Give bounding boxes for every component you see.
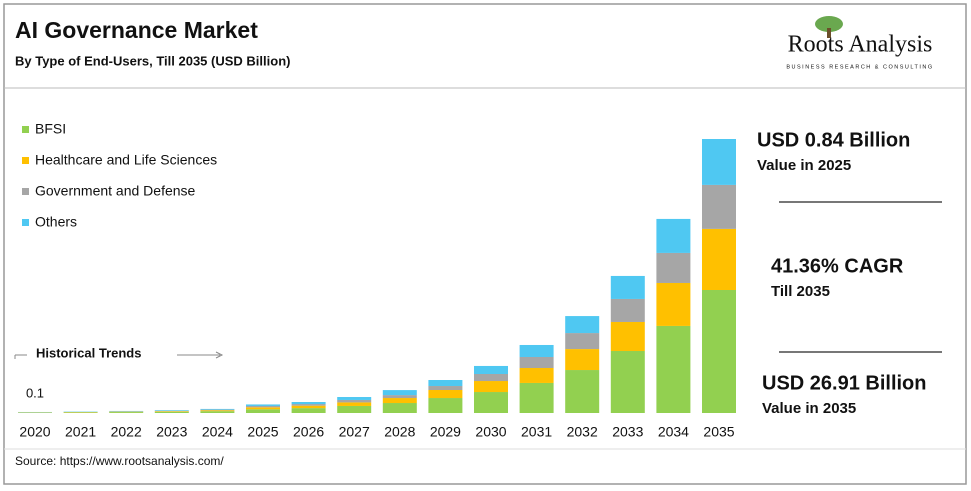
- legend-label: BFSI: [35, 121, 66, 137]
- data-label: 0.1: [26, 385, 44, 400]
- logo-trunk: [827, 28, 831, 38]
- bar-segment: [154, 411, 189, 412]
- x-tick-label: 2024: [202, 424, 233, 440]
- legend-swatch: [22, 157, 29, 164]
- bar-segment: [519, 382, 554, 413]
- bar-segment: [382, 403, 417, 413]
- source: Source: https://www.rootsanalysis.com/: [15, 454, 224, 468]
- bar-segment: [702, 139, 736, 185]
- bar-segment: [474, 392, 508, 413]
- highlight-caption: Value in 2035: [762, 400, 856, 417]
- highlight-value: USD 0.84 Billion: [757, 129, 910, 151]
- x-tick-label: 2033: [612, 424, 643, 440]
- bar-segment: [474, 374, 508, 382]
- bar-segment: [656, 252, 691, 283]
- x-tick-label: 2032: [567, 424, 598, 440]
- bar-segment: [702, 184, 736, 229]
- legend-label: Healthcare and Life Sciences: [35, 152, 217, 168]
- chart-subtitle: By Type of End-Users, Till 2035 (USD Bil…: [15, 53, 290, 68]
- bar-segment: [565, 370, 600, 413]
- logo-tree: [815, 16, 843, 32]
- x-tick-label: 2027: [339, 424, 370, 440]
- highlight-caption: Value in 2025: [757, 157, 851, 174]
- bar-segment: [246, 409, 280, 413]
- bar-segment: [656, 282, 691, 326]
- bar-segment: [337, 402, 372, 406]
- chart-title: AI Governance Market: [15, 17, 258, 43]
- bar-segment: [519, 356, 554, 368]
- brand-tagline: BUSINESS RESEARCH & CONSULTING: [786, 64, 933, 70]
- bar-segment: [291, 402, 326, 405]
- x-tick-label: 2035: [703, 424, 734, 440]
- bar-segment: [246, 404, 280, 406]
- bar-segment: [656, 218, 691, 253]
- bar-segment: [337, 397, 372, 400]
- bar-segment: [610, 298, 645, 322]
- bar-segment: [200, 409, 235, 411]
- bar-segment: [382, 390, 417, 396]
- bar-segment: [200, 410, 235, 412]
- x-tick-label: 2022: [111, 424, 142, 440]
- x-tick-label: 2026: [293, 424, 324, 440]
- bar-segment: [337, 405, 372, 413]
- legend-label: Others: [35, 214, 77, 230]
- annotation: Historical Trends: [36, 345, 141, 360]
- x-tick-label: 2023: [156, 424, 187, 440]
- bar-segment: [154, 410, 189, 411]
- x-tick-label: 2034: [658, 424, 689, 440]
- legend-label: Government and Defense: [35, 183, 196, 199]
- bar-segment: [382, 395, 417, 399]
- highlight-caption: Till 2035: [771, 283, 830, 300]
- bar-segment: [200, 408, 235, 410]
- bar-segment: [656, 325, 691, 413]
- x-tick-label: 2020: [19, 424, 50, 440]
- bar-segment: [200, 411, 235, 413]
- bar-segment: [702, 290, 736, 413]
- bar-segment: [382, 398, 417, 404]
- bar-segment: [428, 389, 463, 399]
- bar-segment: [291, 405, 326, 409]
- x-tick-label: 2031: [521, 424, 552, 440]
- x-tick-label: 2029: [430, 424, 461, 440]
- bar-segment: [610, 321, 645, 351]
- frame: [3, 3, 967, 485]
- bar-segment: [428, 398, 463, 413]
- bar-segment: [337, 399, 372, 403]
- bar-segment: [246, 405, 280, 408]
- bar-segment: [565, 316, 600, 334]
- bar-segment: [519, 367, 554, 383]
- bar-segment: [519, 344, 554, 357]
- bar-segment: [428, 386, 463, 390]
- bar-segment: [154, 411, 189, 413]
- bar-segment: [291, 408, 326, 413]
- highlight-value: USD 26.91 Billion: [762, 372, 927, 394]
- bar-segment: [610, 275, 645, 299]
- x-tick-label: 2021: [65, 424, 96, 440]
- bar-segment: [291, 404, 326, 406]
- bar-segment: [474, 381, 508, 393]
- bar-segment: [565, 349, 600, 371]
- brand: Roots Analysis: [788, 32, 933, 58]
- x-tick-label: 2030: [475, 424, 506, 440]
- annotation-arrowhead: [215, 351, 224, 359]
- bar-segment: [565, 333, 600, 350]
- bar-segment: [109, 412, 144, 413]
- logo: Roots Analysis BUSINESS RESEARCH & CONSU…: [786, 16, 933, 70]
- bar-segment: [63, 412, 98, 413]
- bar-segment: [702, 228, 736, 291]
- bar-segment: [428, 380, 463, 387]
- bar-segment: [610, 350, 645, 413]
- legend-swatch: [22, 188, 29, 195]
- legend-swatch: [22, 219, 29, 226]
- x-tick-label: 2028: [384, 424, 415, 440]
- bar-segment: [474, 365, 508, 375]
- highlight-value: 41.36% CAGR: [771, 255, 904, 277]
- legend-swatch: [22, 126, 29, 133]
- bar-segment: [246, 407, 280, 410]
- x-tick-label: 2025: [247, 424, 278, 440]
